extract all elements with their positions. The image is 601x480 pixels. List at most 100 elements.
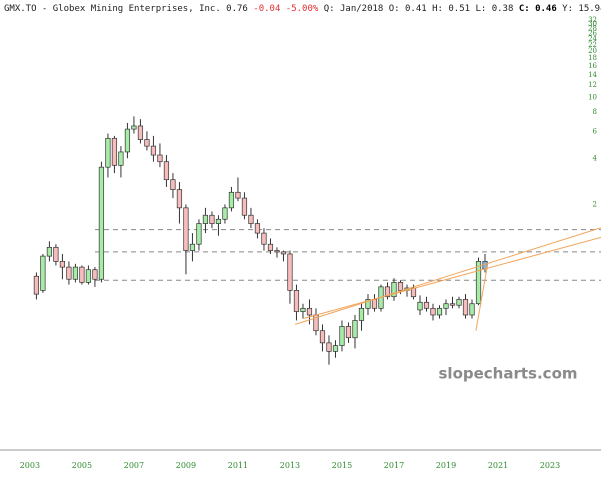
candle-body xyxy=(267,243,274,251)
x-tick-label: 2021 xyxy=(488,461,508,470)
candle-body xyxy=(254,223,261,234)
candle-body xyxy=(183,207,189,251)
candle-body xyxy=(85,269,92,283)
candle-body xyxy=(79,266,85,283)
y-tick-label: 8 xyxy=(593,108,597,116)
y-tick-label: 26 xyxy=(588,30,597,38)
candle-body xyxy=(222,207,228,220)
candle-body xyxy=(449,303,456,306)
trend-line xyxy=(475,264,489,331)
candle-body xyxy=(235,191,241,199)
candle-body xyxy=(300,307,306,312)
candle-body xyxy=(469,303,475,316)
x-tick-label: 2003 xyxy=(20,461,40,470)
candle-body xyxy=(423,301,430,309)
candle-body xyxy=(417,301,423,311)
candle-body xyxy=(436,307,443,316)
candle-body xyxy=(358,307,365,321)
candle-body xyxy=(202,214,209,224)
candle-body xyxy=(118,151,124,166)
candle-body xyxy=(163,161,170,181)
candle-body xyxy=(40,255,46,291)
candle-body xyxy=(66,266,72,280)
candle-body xyxy=(157,154,163,163)
watermark: slopecharts.com xyxy=(439,365,578,383)
candle-body xyxy=(293,290,300,312)
candle-body xyxy=(72,266,79,280)
candle-body xyxy=(215,218,222,224)
x-tick-label: 2007 xyxy=(124,461,144,470)
candle-body xyxy=(287,253,293,291)
candle-body xyxy=(261,232,267,245)
y-tick-label: 14 xyxy=(588,71,597,79)
candle-body xyxy=(209,214,215,224)
candle-body xyxy=(443,303,449,309)
candle-body xyxy=(371,299,378,309)
x-tick-label: 2011 xyxy=(228,461,248,470)
candle-body xyxy=(111,137,118,166)
change: -0.04 xyxy=(253,4,280,14)
candle-body xyxy=(365,299,371,309)
candle-body xyxy=(150,145,157,156)
y-tick-label: 32 xyxy=(588,16,597,24)
candle-body xyxy=(137,125,144,140)
candle-body xyxy=(306,307,313,316)
candle-body xyxy=(92,269,98,280)
y-tick-label: 10 xyxy=(588,93,597,101)
candle-body xyxy=(176,189,183,209)
y-tick-label: 30 xyxy=(588,20,597,28)
symbol: GMX.TO - Globex Mining Enterprises, Inc. xyxy=(4,4,221,14)
y-tick-label: 2 xyxy=(593,200,597,208)
candle-body xyxy=(332,345,339,352)
x-tick-label: 2023 xyxy=(540,461,560,470)
x-tick-label: 2019 xyxy=(436,461,456,470)
chart-header: GMX.TO - Globex Mining Enterprises, Inc.… xyxy=(4,4,601,14)
x-tick-label: 2017 xyxy=(384,461,404,470)
trend-line xyxy=(295,227,601,325)
candle-body xyxy=(189,243,196,251)
candle-body xyxy=(124,128,131,153)
y-tick-label: 22 xyxy=(588,41,597,49)
x-tick-label: 2013 xyxy=(280,461,300,470)
candle-body xyxy=(46,246,53,257)
change-pct: -5.00% xyxy=(286,4,319,14)
candle-body xyxy=(170,179,176,190)
candle-body xyxy=(98,166,105,280)
candle-body xyxy=(53,246,59,262)
x-tick-label: 2015 xyxy=(332,461,352,470)
yield: Y: 15.94 xyxy=(562,4,601,14)
x-tick-label: 2005 xyxy=(72,461,92,470)
candle-body xyxy=(241,197,248,216)
y-tick-label: 16 xyxy=(588,62,597,70)
y-tick-label: 18 xyxy=(588,54,597,62)
trend-line xyxy=(302,236,601,320)
candle-body xyxy=(59,261,66,268)
candle-body xyxy=(228,191,235,209)
quote: Q: Jan/2018 O: 0.41 H: 0.51 L: 0.38 xyxy=(324,4,514,14)
candle-body xyxy=(384,286,391,298)
y-tick-label: 4 xyxy=(593,154,598,162)
candle-body xyxy=(105,137,111,168)
y-tick-label: 20 xyxy=(588,47,597,55)
candle-body xyxy=(280,251,287,255)
candle-body xyxy=(248,214,254,224)
candle-body xyxy=(326,342,332,352)
candle-body xyxy=(391,282,397,298)
candle-body xyxy=(345,326,352,339)
candle-body xyxy=(352,320,358,339)
candle-body xyxy=(196,223,202,245)
candle-body xyxy=(397,282,404,291)
candle-body xyxy=(319,330,326,344)
x-tick-label: 2009 xyxy=(176,461,196,470)
candle-body xyxy=(462,299,469,316)
candle-body xyxy=(274,250,280,253)
candle-body xyxy=(33,275,40,295)
candle-body xyxy=(475,261,482,305)
last-price: 0.76 xyxy=(226,4,248,14)
y-tick-label: 24 xyxy=(588,35,597,43)
y-tick-label: 6 xyxy=(593,127,598,135)
candle-body xyxy=(430,307,436,316)
